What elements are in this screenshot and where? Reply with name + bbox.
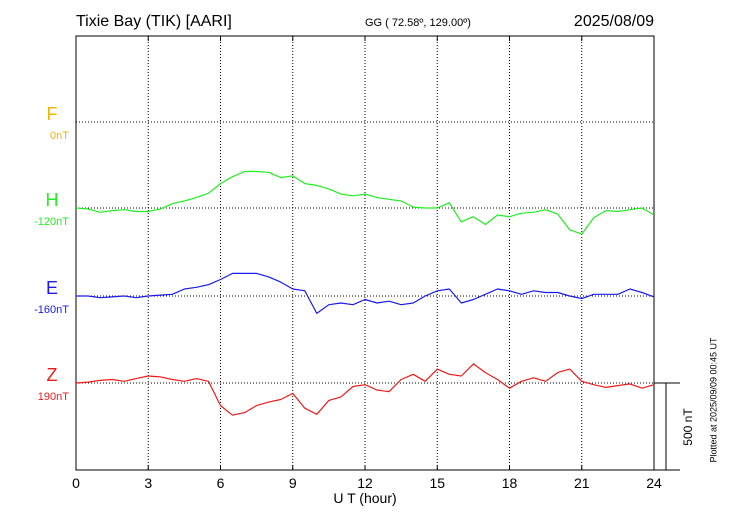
station-title: Tixie Bay (TIK) [AARI] xyxy=(76,13,232,30)
x-tick-label: 24 xyxy=(646,475,662,491)
x-tick-label: 9 xyxy=(289,475,297,491)
x-axis-label: U T (hour) xyxy=(333,490,396,506)
date-text: 2025/08/09 xyxy=(574,13,654,30)
plotted-at-note: Plotted at 2025/09/09 00:45 UT xyxy=(708,337,718,463)
series-line-e xyxy=(76,272,655,314)
x-tick-label: 6 xyxy=(217,475,225,491)
series-name-f: F xyxy=(47,104,58,124)
scale-bar: 500 nT xyxy=(654,382,695,471)
series-line-h xyxy=(75,170,655,235)
scale-bar-label: 500 nT xyxy=(681,408,695,446)
series-lines xyxy=(75,170,655,416)
x-tick-label: 18 xyxy=(502,475,518,491)
series-name-h: H xyxy=(46,190,59,210)
series-baseline-f: 0nT xyxy=(50,130,69,142)
x-tick-label: 0 xyxy=(72,475,80,491)
series-line-z xyxy=(75,363,655,416)
x-tick-label: 15 xyxy=(429,475,445,491)
series-baseline-h: -120nT xyxy=(34,216,69,228)
x-tick-label: 3 xyxy=(144,475,152,491)
x-tick-label: 21 xyxy=(574,475,590,491)
series-baseline-e: -160nT xyxy=(34,304,69,316)
series-baseline-z: 190nT xyxy=(38,391,69,403)
coords-text: GG ( 72.58º, 129.00º) xyxy=(365,17,471,29)
series-labels: F 0nT H -120nT E -160nT Z 190nT xyxy=(34,104,69,403)
gridlines xyxy=(76,36,654,470)
series-name-z: Z xyxy=(47,365,58,385)
series-name-e: E xyxy=(46,278,58,298)
x-tick-label: 12 xyxy=(357,475,373,491)
x-ticks: 0 3 6 9 12 15 18 21 24 xyxy=(72,36,662,491)
